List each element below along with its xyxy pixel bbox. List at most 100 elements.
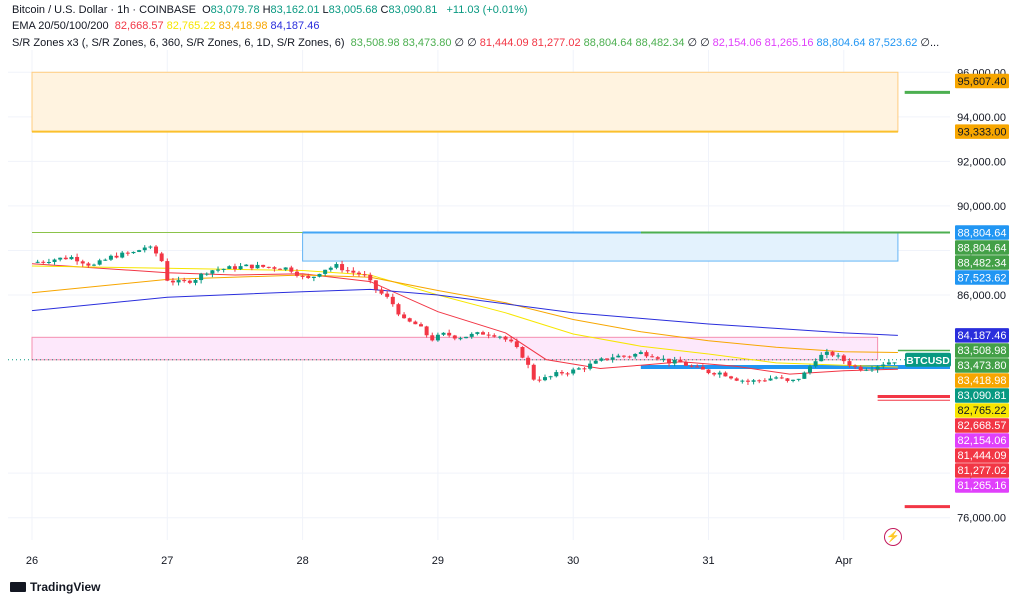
x-tick-label: 29 [432, 555, 444, 567]
x-tick-label: Apr [835, 555, 852, 567]
x-tick-label: 31 [702, 555, 714, 567]
sr-value: 87,523.62 [868, 37, 918, 49]
price-axis-label: 81,444.09 [958, 450, 1007, 462]
y-tick-label: 90,000.00 [957, 201, 1006, 213]
y-tick-label: 94,000.00 [957, 112, 1006, 124]
price-axis-label: 83,090.81 [958, 390, 1007, 402]
candle-body [452, 335, 457, 339]
candle-body [695, 366, 700, 368]
candle-body [103, 259, 108, 261]
candle-body [210, 270, 215, 274]
price-axis-label: 93,333.00 [958, 126, 1007, 138]
candle-body [86, 263, 91, 266]
x-tick-label: 26 [26, 555, 38, 567]
candle-body [317, 273, 322, 277]
sr-value: ∅ [700, 37, 710, 49]
price-axis-label-bg [955, 388, 1009, 403]
candle-body [368, 274, 373, 281]
symbol-tag: BTCUSD [906, 355, 950, 367]
candle-body [554, 372, 559, 377]
price-axis-label: 82,154.06 [958, 435, 1007, 447]
x-tick-label: 30 [567, 555, 579, 567]
price-axis-label-bg [955, 403, 1009, 418]
candle-body [80, 261, 85, 264]
sr-value: ∅ [467, 37, 477, 49]
candle-body [255, 264, 260, 269]
price-axis-label-bg [955, 358, 1009, 373]
ohlc-l: L83,005.68 [322, 4, 377, 16]
price-axis-label-bg [955, 328, 1009, 343]
flash-icon[interactable]: ⚡ [884, 528, 902, 546]
candle-body [278, 268, 283, 270]
candle-body [621, 355, 626, 357]
candle-body [356, 272, 361, 275]
candle-body [672, 359, 677, 364]
candle-body [300, 275, 305, 277]
sr-value: 81,444.09 [479, 37, 529, 49]
candle-body [571, 369, 576, 374]
candle-body [678, 359, 683, 363]
candle-body [858, 366, 863, 371]
price-axis-label-bg [955, 463, 1009, 478]
candle-body [125, 252, 130, 254]
candle-body [266, 266, 271, 268]
candle-body [481, 332, 485, 335]
candle-body [881, 364, 886, 367]
ema-line [31, 263, 898, 375]
price-axis-label: 82,668.57 [958, 420, 1007, 432]
candle-body [345, 270, 350, 272]
candle-body [819, 354, 824, 362]
candle-body [700, 366, 705, 370]
tradingview-logo[interactable]: TradingView [10, 580, 100, 594]
candle-body [807, 366, 812, 373]
price-axis-label-bg [955, 448, 1009, 463]
price-axis-label: 83,418.98 [958, 375, 1007, 387]
ema-indicator-name[interactable]: EMA 20/50/100/200 [12, 20, 109, 32]
sr-indicator-name[interactable]: S/R Zones x3 (, S/R Zones, 6, 360, S/R Z… [12, 37, 345, 49]
candle-body [63, 257, 68, 260]
candle-body [836, 355, 841, 357]
price-axis-label: 82,765.22 [958, 405, 1007, 417]
candle-body [362, 274, 367, 276]
candle-body [869, 369, 874, 371]
candle-body [402, 314, 407, 319]
sr-value: 88,804.64 [583, 37, 633, 49]
candle-body [458, 338, 463, 340]
candle-body [537, 379, 542, 381]
candle-body [599, 358, 604, 361]
candle-body [717, 372, 722, 375]
candle-body [170, 280, 175, 283]
symbol-title[interactable]: Bitcoin / U.S. Dollar · 1h · COINBASE [12, 4, 196, 16]
candle-body [638, 352, 643, 354]
candle-body [616, 355, 621, 358]
candle-body [182, 280, 187, 282]
candle-body [729, 376, 734, 379]
price-axis-label: 83,473.80 [958, 360, 1007, 372]
y-tick-label: 86,000.00 [957, 290, 1006, 302]
candle-body [340, 264, 345, 271]
candle-body [379, 289, 384, 294]
candle-body [92, 264, 97, 266]
candle-body [306, 276, 311, 278]
candle-body [503, 336, 508, 340]
candle-body [447, 332, 452, 336]
sr-value: 81,265.16 [764, 37, 814, 49]
chart-header-line-2: EMA 20/50/100/200 82,668.57 82,765.22 83,4… [12, 20, 325, 32]
candle-body [779, 377, 784, 379]
x-tick-label: 27 [161, 555, 173, 567]
candle-body [751, 380, 756, 382]
candle-body [689, 365, 694, 367]
ohlc-key: H [262, 4, 271, 16]
candle-body [193, 280, 198, 283]
candle-body [847, 361, 852, 366]
candle-body [311, 276, 316, 278]
candle-body [576, 368, 581, 370]
candle-body [69, 256, 74, 260]
candle-body [58, 257, 63, 260]
price-axis-label: 84,187.46 [958, 330, 1007, 342]
candle-body [548, 376, 553, 378]
candle-body [892, 362, 897, 364]
candle-body [244, 264, 249, 267]
ohlc-key: L [322, 4, 329, 16]
